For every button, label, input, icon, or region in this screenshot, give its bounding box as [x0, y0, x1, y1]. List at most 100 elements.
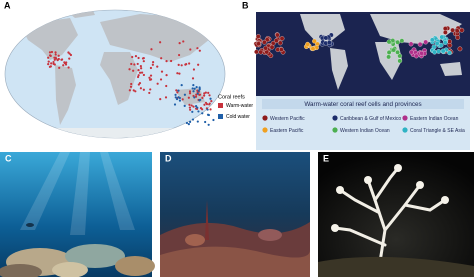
reef-dot [174, 96, 177, 99]
reef-cell [447, 50, 452, 56]
reef-cell [273, 38, 279, 44]
reef-dot [208, 103, 211, 106]
legend-label: Coral Triangle & SE Asia [410, 128, 465, 134]
reef-dot [132, 89, 135, 92]
legend-label: Eastern Indian Ocean [410, 116, 459, 122]
reef-dot [207, 123, 210, 126]
legend-label: Warm-water [226, 103, 253, 109]
reef-cell [262, 39, 267, 45]
reef-dot [142, 60, 145, 63]
legend-swatch [262, 115, 268, 121]
reef-dot [134, 90, 137, 93]
reef-cell [391, 47, 397, 53]
panel-label: C [5, 153, 12, 163]
reef-dot [170, 59, 173, 63]
reef-dot [47, 63, 50, 66]
reef-cell [397, 58, 403, 64]
reef-dot [138, 71, 142, 74]
reef-cell [258, 49, 264, 55]
reef-dot [55, 57, 58, 60]
reef-dot [52, 62, 55, 65]
reef-cell [436, 49, 441, 54]
reef-cell [326, 40, 332, 45]
reef-dot [165, 74, 168, 77]
reef-dot [152, 61, 155, 64]
legend-header [262, 99, 464, 109]
legend-swatch [332, 115, 338, 121]
reef-dot [203, 94, 206, 97]
reef-dot [193, 87, 196, 90]
reef-dot [187, 122, 190, 126]
reef-dot [165, 84, 168, 88]
reef-dot [185, 121, 189, 125]
reef-dot [142, 88, 145, 91]
reef-dot [206, 108, 209, 111]
reef-cell [310, 46, 316, 52]
reef-cell [397, 53, 403, 59]
reef-dot [204, 120, 207, 124]
reef-cell [386, 39, 392, 45]
reef-cell [442, 26, 448, 31]
reef-cell [263, 45, 269, 51]
reef-dot [203, 92, 206, 95]
reef-dot [192, 84, 195, 87]
reef-dot [189, 120, 192, 123]
reef-dot [178, 42, 181, 45]
reef-dot [191, 87, 194, 90]
reef-dot [62, 64, 65, 67]
reef-dot [191, 110, 194, 113]
reef-dot [131, 55, 134, 59]
reef-dot [183, 104, 186, 107]
reef-dot [128, 89, 131, 92]
reef-dot [133, 63, 136, 66]
reef-dot [140, 67, 143, 70]
legend-title: Coral reefs [218, 94, 245, 100]
reef-dot [178, 96, 181, 100]
reef-dot [67, 66, 70, 69]
reef-dot [207, 113, 211, 117]
reef-dot [188, 103, 191, 106]
reef-dot [212, 118, 215, 122]
reef-dot [195, 86, 198, 89]
reef-cell [279, 47, 284, 52]
reef-dot [177, 63, 180, 66]
reef-cell [438, 42, 444, 48]
reef-cell [305, 41, 310, 47]
reef-cell [457, 46, 463, 52]
reef-dot [137, 56, 140, 60]
reef-cell [434, 41, 440, 46]
reef-dot [181, 98, 184, 101]
reef-dot [130, 82, 133, 86]
reef-dot [205, 103, 209, 106]
reef-dot [175, 97, 179, 101]
reef-cell [442, 40, 448, 45]
reef-cell [256, 41, 261, 47]
reef-dot [177, 89, 180, 92]
reef-dot [48, 51, 52, 54]
reef-dot [178, 72, 181, 75]
reef-dot [137, 68, 140, 72]
reef-dot [201, 112, 204, 115]
legend-swatch [218, 114, 223, 119]
reef-dot [180, 84, 183, 87]
reef-cell [431, 44, 437, 50]
reef-dot [139, 87, 142, 90]
reef-dot [198, 86, 201, 89]
reef-dot [201, 108, 204, 111]
reef-dot [54, 51, 57, 54]
reef-dot [197, 63, 200, 66]
reef-cell [440, 48, 446, 54]
reef-dot [139, 65, 142, 68]
reef-dot [47, 56, 50, 59]
reef-dot [188, 62, 191, 65]
reef-dot [60, 58, 64, 61]
photo-d [160, 152, 310, 277]
reef-cell [432, 49, 437, 55]
reef-cell [254, 49, 259, 55]
reef-dot [192, 105, 195, 108]
reef-dot [209, 108, 212, 111]
reef-dot [175, 89, 178, 92]
map-a [4, 9, 226, 139]
reef-cell [312, 38, 317, 44]
